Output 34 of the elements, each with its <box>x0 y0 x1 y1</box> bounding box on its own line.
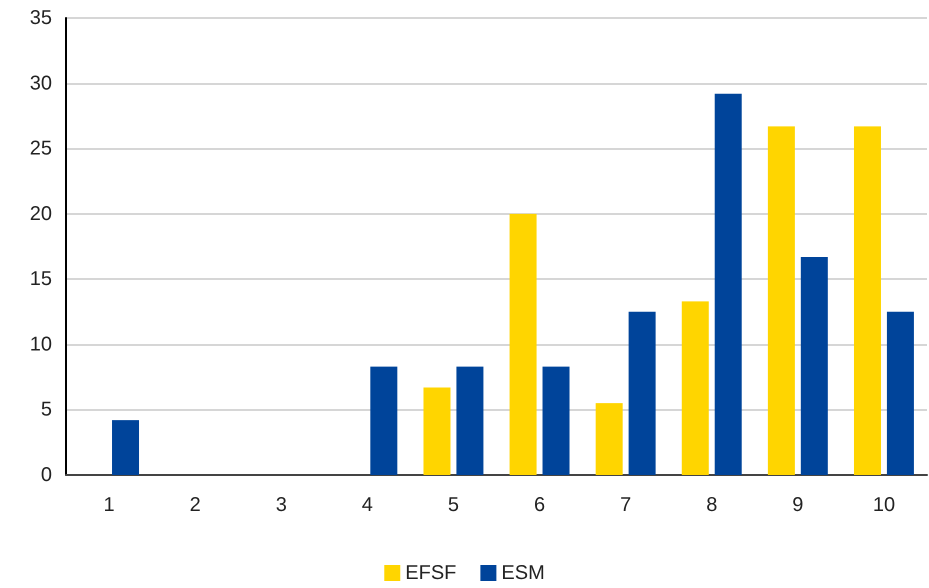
x-tick-label: 1 <box>103 494 115 516</box>
x-tick-label: 10 <box>872 494 896 516</box>
legend-label: EFSF <box>405 562 456 584</box>
x-tick-label: 6 <box>534 494 546 516</box>
bar <box>370 366 398 475</box>
bar <box>112 420 140 475</box>
x-tick-label: 4 <box>362 494 373 516</box>
x-tick-label: 5 <box>448 494 460 516</box>
y-tick-label: 30 <box>30 72 52 94</box>
legend-label: ESM <box>501 562 545 584</box>
bar <box>714 94 742 475</box>
y-tick-label: 0 <box>40 464 52 486</box>
y-tick-label: 15 <box>30 268 52 290</box>
x-tick-label: 3 <box>276 494 287 516</box>
bar <box>456 366 484 475</box>
bar <box>768 126 795 475</box>
y-tick-label: 25 <box>30 138 52 160</box>
y-tick-label: 10 <box>30 333 52 356</box>
bar <box>800 256 828 475</box>
bar <box>886 312 914 475</box>
bar <box>628 312 656 475</box>
bar <box>682 301 709 475</box>
x-tick-label: 7 <box>620 494 632 516</box>
y-tick-label: 5 <box>40 398 52 421</box>
bar <box>854 126 881 475</box>
bar <box>596 403 623 475</box>
y-tick-label: 20 <box>30 202 52 225</box>
x-tick-label: 2 <box>190 494 201 516</box>
bar <box>423 388 450 475</box>
y-tick-label: 35 <box>30 7 52 29</box>
bar <box>542 366 570 475</box>
x-tick-label: 8 <box>706 494 718 516</box>
bar <box>510 214 537 475</box>
x-tick-label: 9 <box>792 494 804 516</box>
